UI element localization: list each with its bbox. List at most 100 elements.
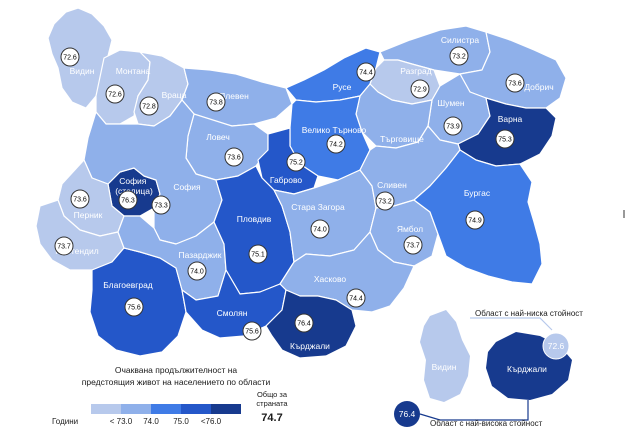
svg-text:73.3: 73.3 bbox=[154, 203, 168, 210]
legend-swatch-3 bbox=[151, 404, 181, 414]
svg-text:73.7: 73.7 bbox=[406, 243, 420, 250]
legend-tick-1: < 73.0 bbox=[110, 417, 133, 426]
region-label-haskovo: Хасково bbox=[314, 274, 347, 284]
inset-highest-leader bbox=[419, 400, 529, 421]
value-badge-kardzhali: 76.4 bbox=[294, 313, 314, 333]
value-badge-varna: 75.3 bbox=[495, 129, 515, 149]
region-label-pazardzhik: Пазарджик bbox=[178, 250, 221, 260]
value-badge-pleven: 73.8 bbox=[206, 92, 226, 112]
value-badge-yambol: 73.7 bbox=[403, 235, 423, 255]
svg-text:74.0: 74.0 bbox=[313, 227, 327, 234]
inset-highest-note: Област с най-висока стойност bbox=[430, 419, 543, 428]
svg-text:75.6: 75.6 bbox=[127, 305, 141, 312]
svg-text:72.9: 72.9 bbox=[413, 87, 427, 94]
value-badge-haskovo: 74.4 bbox=[346, 288, 366, 308]
region-shape-vidin[interactable] bbox=[47, 7, 113, 109]
caption-line-2: предстоящия живот на населението по обла… bbox=[82, 377, 271, 387]
inset-lowest-leader bbox=[470, 317, 553, 331]
region-label-targovishte: Търговище bbox=[380, 134, 424, 144]
svg-text:74.4: 74.4 bbox=[359, 70, 373, 77]
region-label-stara-zagora: Стара Загора bbox=[291, 202, 345, 212]
svg-text:75.1: 75.1 bbox=[251, 252, 265, 259]
value-badge-vratsa: 72.8 bbox=[139, 96, 159, 116]
region-label-sofia-capital: София (столица) bbox=[115, 176, 153, 196]
svg-text:72.6: 72.6 bbox=[63, 55, 77, 62]
value-badge-veliko-tarnovo: 74.2 bbox=[326, 134, 346, 154]
value-badge-blagoevgrad: 75.6 bbox=[124, 297, 144, 317]
svg-text:73.8: 73.8 bbox=[209, 100, 223, 107]
legend: Години < 73.0 74.0 75.0 <76.0 bbox=[52, 404, 241, 426]
value-badge-ruse: 74.4 bbox=[356, 62, 376, 82]
national-total: Общо за страната 74.7 bbox=[256, 390, 288, 424]
svg-text:73.7: 73.7 bbox=[57, 244, 71, 251]
legend-tick-2: 74.0 bbox=[143, 417, 159, 426]
value-badge-pazardzhik: 74.0 bbox=[187, 261, 207, 281]
value-badge-pernik: 73.6 bbox=[70, 189, 90, 209]
svg-text:75.6: 75.6 bbox=[245, 329, 259, 336]
svg-text:74.9: 74.9 bbox=[468, 218, 482, 225]
region-label-dobrich: Добрич bbox=[524, 82, 553, 92]
region-label-silistra: Силистра bbox=[441, 35, 479, 45]
svg-text:74.2: 74.2 bbox=[329, 142, 343, 149]
value-badge-smolyan: 75.6 bbox=[242, 321, 262, 341]
svg-text:73.6: 73.6 bbox=[227, 155, 241, 162]
region-label-veliko-tarnovo: Велико Търново bbox=[302, 125, 367, 135]
svg-text:74.4: 74.4 bbox=[349, 296, 363, 303]
value-badges: 72.6 72.6 72.8 73.8 73.6 74.4 73.2 72.9 … bbox=[54, 46, 525, 341]
svg-text:73.6: 73.6 bbox=[73, 197, 87, 204]
legend-swatch-2 bbox=[121, 404, 151, 414]
value-badge-stara-zagora: 74.0 bbox=[310, 219, 330, 239]
value-badge-burgas: 74.9 bbox=[465, 210, 485, 230]
value-badge-plovdiv: 75.1 bbox=[248, 244, 268, 264]
svg-text:73.6: 73.6 bbox=[508, 81, 522, 88]
inset-lowest-value: 72.6 bbox=[548, 341, 565, 351]
region-label-yambol: Ямбол bbox=[397, 224, 423, 234]
inset-label-vidin: Видин bbox=[432, 362, 457, 372]
region-label-ruse: Русе bbox=[333, 82, 352, 92]
svg-text:74.0: 74.0 bbox=[190, 269, 204, 276]
inset-label-kardzhali: Кърджали bbox=[507, 364, 547, 374]
legend-swatch-1 bbox=[91, 404, 121, 414]
svg-text:76.3: 76.3 bbox=[121, 198, 135, 205]
legend-swatch-5 bbox=[211, 404, 241, 414]
sofia-capital-name-line1: София bbox=[119, 176, 147, 186]
caption-line-1: Очаквана продължителност на bbox=[115, 365, 238, 375]
svg-text:72.6: 72.6 bbox=[108, 92, 122, 99]
svg-text:73.9: 73.9 bbox=[446, 124, 460, 131]
region-label-kyustendil: Кюстендил bbox=[55, 246, 99, 256]
map-caption: Очаквана продължителност на предстоящия … bbox=[82, 365, 271, 387]
value-badge-sofia: 73.3 bbox=[151, 195, 171, 215]
value-badge-silistra: 73.2 bbox=[449, 46, 469, 66]
extremes-inset: Видин Кърджали Област с най-ниска стойно… bbox=[394, 309, 583, 428]
national-total-label-line2: страната bbox=[256, 399, 288, 408]
inset-lowest-note: Област с най-ниска стойност bbox=[475, 309, 583, 318]
value-badge-lovech: 73.6 bbox=[224, 147, 244, 167]
region-label-plovdiv: Пловдив bbox=[237, 214, 272, 224]
svg-text:75.3: 75.3 bbox=[498, 137, 512, 144]
value-badge-dobrich: 73.6 bbox=[505, 73, 525, 93]
region-label-smolyan: Смолян bbox=[217, 308, 248, 318]
region-label-montana: Монтана bbox=[116, 66, 151, 76]
national-total-value: 74.7 bbox=[261, 412, 282, 424]
region-label-pernik: Перник bbox=[74, 210, 103, 220]
region-label-sliven: Сливен bbox=[377, 180, 407, 190]
value-badge-montana: 72.6 bbox=[105, 84, 125, 104]
value-badge-razgrad: 72.9 bbox=[410, 79, 430, 99]
svg-text:75.2: 75.2 bbox=[289, 160, 303, 167]
sofia-capital-name-line2: (столица) bbox=[115, 186, 153, 196]
legend-tick-4: <76.0 bbox=[201, 417, 222, 426]
region-labels: Видин Монтана Враца Плевен Ловеч Русе Си… bbox=[55, 35, 553, 351]
inset-highest-badge bbox=[394, 401, 420, 427]
region-label-vratsa: Враца bbox=[162, 90, 187, 100]
value-badge-sliven: 73.2 bbox=[375, 191, 395, 211]
region-label-blagoevgrad: Благоевград bbox=[103, 280, 153, 290]
region-label-kardzhali: Кърджали bbox=[290, 341, 330, 351]
legend-swatch-4 bbox=[181, 404, 211, 414]
value-badge-vidin: 72.6 bbox=[60, 47, 80, 67]
value-badge-sofia-capital: 76.3 bbox=[118, 190, 138, 210]
region-label-vidin: Видин bbox=[70, 66, 95, 76]
legend-tick-3: 75.0 bbox=[173, 417, 189, 426]
region-label-razgrad: Разград bbox=[400, 66, 431, 76]
svg-text:76.4: 76.4 bbox=[297, 321, 311, 328]
region-label-lovech: Ловеч bbox=[206, 132, 230, 142]
